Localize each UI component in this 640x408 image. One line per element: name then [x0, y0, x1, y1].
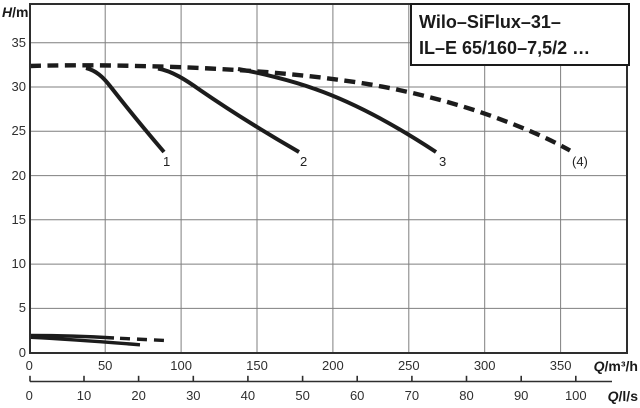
y-axis-tick: 30 — [11, 79, 26, 94]
x-secondary-symbol: Q — [607, 388, 619, 404]
x-axis-tick: 300 — [473, 358, 496, 373]
x-secondary-tick: 20 — [131, 388, 146, 403]
x-secondary-unit: /l/s — [618, 388, 638, 404]
y-axis-tick: 15 — [11, 211, 26, 227]
x-secondary-tick: 80 — [459, 388, 474, 403]
secondary-axis-ruler — [29, 375, 612, 383]
curve-2-label: 2 — [300, 154, 308, 169]
x-secondary-unit-label: Q/l/s — [608, 388, 638, 404]
y-axis-label: H/m — [2, 4, 28, 20]
low-head-curve-a-dashed — [119, 336, 168, 343]
chart-title-line1: Wilo–SiFlux–31– — [419, 12, 561, 32]
curve-4-dashed — [29, 63, 572, 153]
x-axis-tick: 100 — [170, 358, 192, 373]
curve-group — [29, 63, 572, 347]
x-axis-tick: 350 — [549, 358, 572, 373]
x-secondary-tick: 70 — [404, 388, 420, 403]
x-secondary-tick: 40 — [240, 388, 256, 403]
x-primary-unit: /m³/h — [604, 358, 638, 374]
y-axis-tick: 20 — [11, 167, 26, 183]
y-axis-tick: 0 — [18, 344, 26, 360]
y-axis-tick: 25 — [11, 123, 26, 139]
x-secondary-tick: 10 — [76, 388, 92, 403]
x-axis-tick: 0 — [25, 358, 33, 373]
curve-3 — [237, 67, 438, 154]
x-axis-tick: 50 — [97, 358, 113, 373]
x-axis-tick: 200 — [322, 358, 344, 373]
chart-title-box: Wilo–SiFlux–31– IL–E 65/160–7,5/2 … — [410, 3, 630, 66]
x-secondary-tick: 90 — [513, 388, 529, 403]
curve-2 — [157, 66, 300, 154]
gridlines — [30, 4, 627, 352]
y-axis-tick: 10 — [11, 256, 26, 272]
x-secondary-tick: 100 — [564, 388, 587, 403]
x-primary-symbol: Q — [593, 358, 605, 374]
y-axis-tick: 5 — [18, 300, 26, 316]
x-axis-tick: 150 — [246, 358, 268, 373]
y-axis-symbol: H — [2, 4, 13, 20]
low-head-curve-a — [29, 333, 115, 340]
curve-3-label: 3 — [439, 154, 447, 169]
x-secondary-tick: 0 — [25, 388, 33, 403]
y-axis-tick: 35 — [11, 34, 26, 50]
x-axis-tick: 250 — [397, 358, 420, 373]
y-axis-unit: /m — [12, 4, 29, 20]
x-secondary-tick: 30 — [186, 388, 201, 403]
curve-4-label: (4) — [572, 154, 588, 169]
chart-title-line2: IL–E 65/160–7,5/2 … — [419, 38, 591, 58]
low-head-curve-b — [30, 335, 141, 347]
curve-1-label: 1 — [163, 154, 171, 169]
plot-border — [29, 3, 628, 354]
x-secondary-tick: 60 — [349, 388, 365, 403]
x-secondary-tick: 50 — [295, 388, 310, 403]
x-primary-unit-label: Q/m³/h — [594, 358, 638, 374]
curve-1 — [85, 66, 166, 154]
